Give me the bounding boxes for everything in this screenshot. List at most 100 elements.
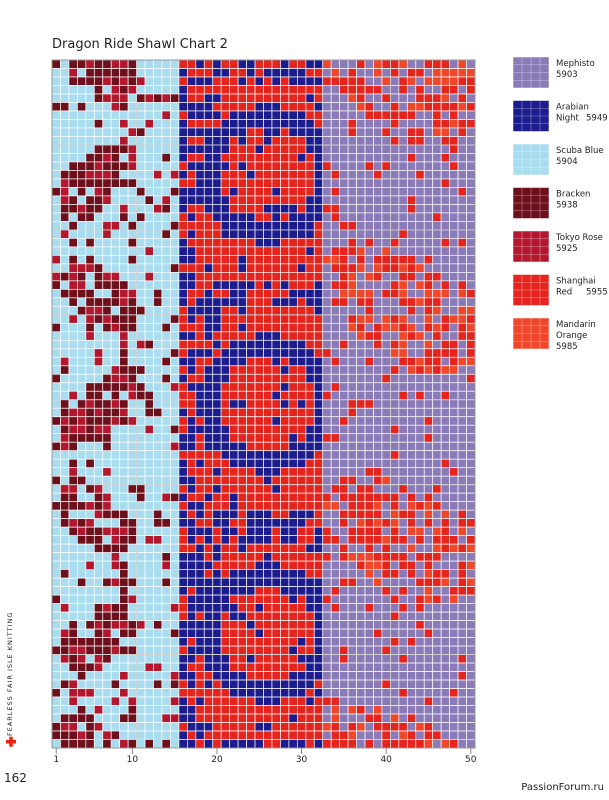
- stitch: [144, 620, 154, 630]
- stitch: [178, 475, 188, 486]
- stitch: [364, 390, 374, 401]
- stitch: [288, 535, 298, 545]
- stitch: [187, 475, 197, 486]
- stitch: [153, 305, 163, 316]
- stitch: [364, 569, 374, 579]
- stitch: [449, 739, 459, 749]
- stitch: [423, 645, 434, 655]
- stitch: [406, 467, 417, 477]
- stitch: [373, 730, 383, 740]
- stitch: [432, 416, 442, 426]
- stitch: [178, 288, 188, 299]
- stitch: [153, 628, 163, 638]
- stitch: [280, 535, 290, 545]
- stitch: [449, 195, 459, 205]
- stitch: [93, 416, 104, 426]
- stitch: [423, 722, 434, 732]
- stitch: [119, 288, 129, 299]
- stitch: [364, 322, 374, 333]
- stitch: [390, 382, 400, 392]
- stitch: [305, 543, 315, 553]
- stitch: [440, 450, 450, 460]
- stitch: [229, 696, 239, 706]
- stitch: [93, 280, 104, 290]
- stitch: [263, 238, 273, 248]
- stitch: [77, 288, 87, 299]
- stitch: [127, 441, 137, 452]
- stitch: [93, 322, 104, 333]
- stitch: [170, 679, 180, 689]
- stitch: [390, 509, 400, 520]
- stitch: [330, 212, 340, 222]
- stitch: [170, 628, 180, 638]
- stitch: [449, 637, 459, 647]
- stitch: [432, 322, 442, 333]
- stitch: [119, 722, 129, 732]
- stitch: [322, 688, 332, 698]
- stitch: [423, 144, 434, 154]
- stitch: [203, 59, 214, 69]
- stitch: [85, 136, 95, 146]
- stitch: [330, 501, 340, 511]
- stitch: [170, 441, 180, 452]
- stitch: [381, 416, 391, 426]
- stitch: [423, 204, 434, 214]
- stitch: [110, 102, 121, 112]
- stitch: [347, 492, 357, 503]
- stitch: [271, 730, 281, 740]
- stitch: [271, 696, 281, 706]
- stitch: [68, 288, 78, 299]
- stitch: [313, 611, 324, 621]
- stitch: [330, 127, 340, 137]
- stitch: [136, 390, 146, 401]
- stitch: [381, 255, 391, 265]
- stitch: [364, 331, 374, 341]
- stitch: [229, 671, 239, 681]
- stitch: [364, 93, 374, 103]
- stitch: [161, 441, 171, 452]
- stitch: [398, 170, 408, 180]
- stitch: [85, 102, 95, 112]
- stitch: [356, 382, 366, 392]
- stitch: [220, 611, 231, 621]
- stitch: [373, 119, 383, 129]
- stitch: [466, 679, 476, 689]
- stitch: [271, 586, 281, 596]
- stitch: [237, 127, 247, 137]
- stitch: [339, 331, 349, 341]
- stitch: [237, 586, 247, 596]
- stitch: [212, 102, 222, 112]
- stitch: [263, 696, 273, 706]
- stitch: [246, 110, 256, 120]
- stitch: [356, 645, 366, 655]
- stitch: [432, 212, 442, 222]
- stitch: [195, 586, 205, 596]
- stitch: [237, 424, 247, 435]
- stitch: [178, 119, 188, 129]
- stitch: [466, 356, 476, 367]
- stitch: [102, 144, 112, 154]
- stitch: [381, 399, 391, 409]
- stitch: [220, 322, 231, 333]
- stitch: [322, 705, 332, 715]
- stitch: [93, 586, 104, 596]
- stitch: [246, 255, 256, 265]
- stitch: [313, 144, 324, 154]
- stitch: [322, 127, 332, 137]
- title: Dragon Ride Shawl Chart 2: [52, 37, 228, 52]
- stitch: [187, 416, 197, 426]
- stitch: [296, 229, 307, 239]
- stitch: [127, 144, 137, 154]
- stitch: [305, 144, 315, 154]
- stitch: [77, 620, 87, 630]
- stitch: [127, 433, 137, 443]
- stitch: [161, 93, 171, 103]
- stitch: [110, 492, 121, 503]
- stitch: [220, 526, 231, 537]
- stitch: [93, 314, 104, 324]
- stitch: [195, 705, 205, 715]
- stitch: [195, 263, 205, 273]
- stitch: [406, 153, 417, 163]
- stitch: [178, 620, 188, 630]
- stitch: [356, 255, 366, 265]
